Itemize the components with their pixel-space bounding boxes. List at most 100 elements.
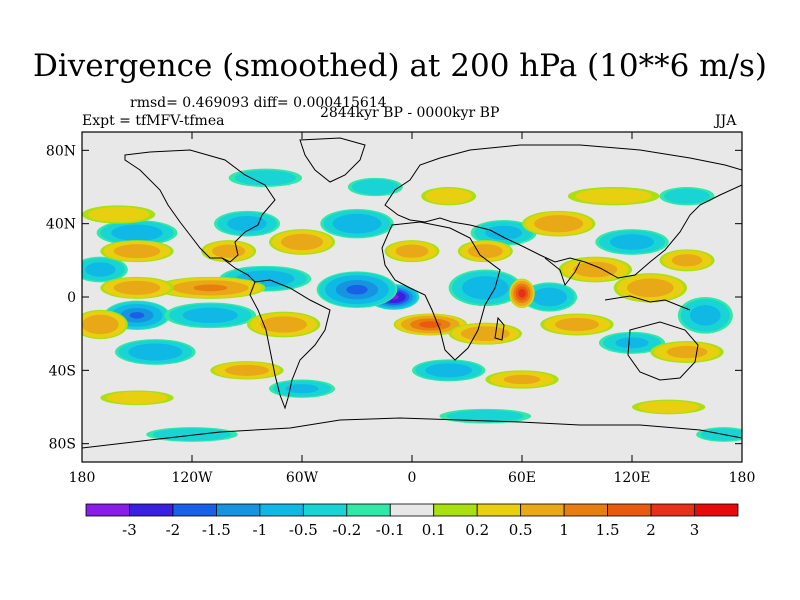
contour-level — [610, 234, 654, 250]
anomaly-cell — [210, 361, 284, 380]
anomaly-cell — [100, 240, 174, 263]
period-label: 2844kyr BP - 0000kyr BP — [320, 105, 500, 121]
coast-australia — [627, 321, 699, 381]
contour-level — [227, 215, 267, 232]
contour-level — [106, 391, 168, 404]
contour-level — [690, 305, 721, 326]
contour-level — [212, 244, 246, 258]
x-tick-label: 0 — [408, 470, 417, 486]
anomaly-cell — [659, 187, 715, 206]
anomaly-cell — [201, 240, 257, 263]
anomaly-cell — [485, 370, 559, 389]
colorbar-swatch — [520, 503, 565, 517]
contour-level — [503, 374, 541, 385]
contour-level — [85, 262, 116, 277]
coast-greenland — [299, 137, 366, 183]
anomaly-cell — [448, 322, 522, 345]
x-tick-label: 120W — [171, 470, 213, 486]
colorbar-label: -1 — [253, 521, 268, 539]
y-axis: 80N 40N 0 40S 80S — [46, 143, 742, 453]
anomaly-cell — [246, 311, 321, 338]
coast-maritime-continent — [604, 295, 691, 311]
contour-level — [638, 400, 700, 414]
contour-level — [88, 206, 150, 223]
contour-level — [425, 363, 472, 378]
anomaly-cell — [393, 313, 468, 336]
colorbar-swatch — [215, 503, 261, 517]
anomaly-cell — [595, 229, 669, 255]
anomaly-cell — [146, 427, 238, 442]
anomaly-cell — [82, 309, 128, 340]
colorbar-swatch — [172, 503, 217, 517]
y-tick-label: 40S — [49, 363, 76, 379]
contour-level — [425, 188, 473, 205]
anomaly-cell — [347, 177, 403, 197]
anomaly-cell — [115, 339, 196, 365]
contour-level — [193, 284, 228, 292]
anomaly-cell — [384, 240, 440, 263]
anomaly-cell — [164, 302, 257, 329]
anomaly-cell — [457, 240, 513, 263]
colorbar-label: 3 — [690, 521, 700, 539]
contour-level — [627, 278, 674, 298]
contour-level — [152, 428, 232, 441]
anomaly-cell — [567, 187, 660, 206]
coastlines — [82, 137, 742, 449]
anomaly-cell — [100, 276, 174, 299]
contour-level — [534, 215, 584, 233]
x-tick-label: 60E — [508, 470, 536, 486]
contour-level — [671, 254, 703, 267]
chart-title: Divergence (smoothed) at 200 hPa (10**6 … — [33, 48, 767, 84]
anomaly-cell — [269, 379, 335, 398]
contour-level — [285, 384, 319, 394]
x-tick-label: 180 — [69, 470, 96, 486]
contour-level — [419, 321, 442, 328]
experiment-label: Expt = tfMFV-tfmea — [82, 113, 225, 129]
coast-india — [544, 257, 581, 287]
colorbar-swatch — [302, 503, 348, 517]
colorbar-swatch — [476, 503, 522, 517]
colorbar-swatch — [85, 503, 130, 517]
colorbar-label: 0.1 — [422, 521, 446, 539]
anomaly-cell — [155, 276, 266, 299]
anomaly-cell — [522, 282, 577, 312]
season-label: JJA — [715, 113, 737, 129]
contour-level — [573, 261, 618, 278]
anomaly-cell — [470, 220, 537, 246]
x-tick-label: 60W — [286, 470, 319, 486]
colorbar-label: 0.5 — [509, 521, 533, 539]
y-tick-label: 80N — [46, 143, 76, 159]
contour-level — [281, 233, 323, 251]
contour-level — [575, 188, 652, 204]
coast-south-america — [249, 279, 331, 410]
y-tick-label: 80S — [49, 437, 76, 453]
anomaly-cell — [82, 256, 128, 283]
anomaly-cell — [320, 209, 394, 239]
contour-level — [666, 345, 708, 359]
colorbar-label: 1 — [559, 521, 569, 539]
coast-eurasia — [384, 144, 742, 279]
anomaly-cell — [677, 297, 733, 334]
contour-level — [532, 287, 567, 307]
anomaly-cell — [100, 390, 174, 406]
colorbar-label: 1.5 — [596, 521, 620, 539]
contour-level — [82, 314, 119, 335]
contour-level — [225, 364, 269, 376]
y-tick-label: 40N — [46, 217, 76, 233]
anomaly-cell — [82, 205, 156, 224]
anomaly-cell — [316, 271, 398, 308]
contour-level — [260, 316, 307, 333]
anomaly-cell — [509, 278, 535, 309]
colorbar-label: -1.5 — [202, 521, 231, 539]
coast-north-america — [124, 149, 276, 263]
colorbar-swatch — [129, 503, 174, 517]
anomaly-cell — [421, 187, 477, 206]
contour-level — [462, 276, 509, 300]
coast-central-america — [221, 257, 256, 283]
anomaly-cell — [214, 210, 280, 237]
y-tick-label: 0 — [67, 290, 76, 306]
contour-level — [113, 280, 161, 295]
contour-level — [460, 326, 510, 341]
contour-level — [395, 244, 429, 258]
colorbar: -3 -2 -1.5 -1 -0.5 -0.2 -0.1 0.1 0.2 0.5 1 1.5 2 3 — [85, 503, 739, 539]
